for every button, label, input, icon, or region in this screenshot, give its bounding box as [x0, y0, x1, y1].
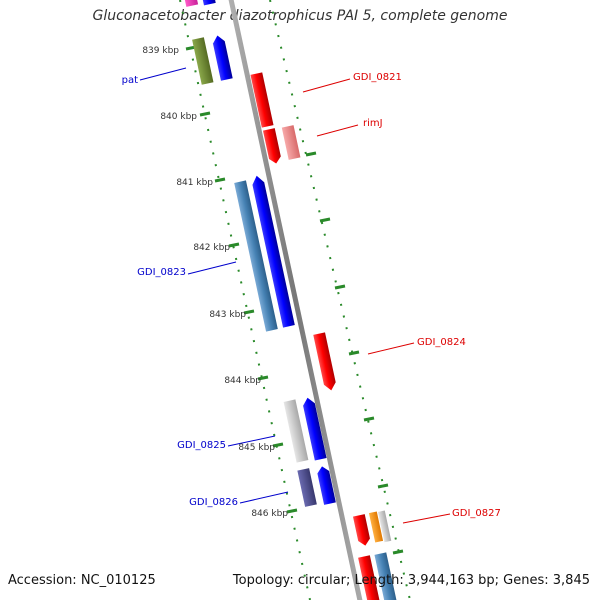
gene-rimJ-red: [262, 128, 281, 164]
scale-label: 839 kbp: [142, 46, 179, 56]
scale-label: 844 kbp: [224, 376, 261, 386]
gene-GDI_0824: [313, 332, 336, 391]
major-ticks: [185, 45, 404, 555]
gene-labels: pat GDI_0821 rimJ GDI_0823 GDI_0824 GDI_…: [122, 72, 501, 519]
partial-gene-top-blue: [201, 0, 216, 6]
gene-label-leaders: [139, 67, 451, 524]
genome-title: Gluconacetobacter diazotrophicus PAI 5, …: [92, 8, 508, 24]
gene-GDI_0823: [252, 175, 295, 328]
scale-labels: 839 kbp 840 kbp 841 kbp 842 kbp 843 kbp …: [142, 46, 288, 519]
gene-GDI_0823-gray: [234, 180, 278, 332]
gene-orange: [368, 511, 384, 543]
gene-label-GDI_0824: GDI_0824: [417, 337, 466, 348]
gene-label-GDI_0823: GDI_0823: [137, 267, 186, 278]
gene-label-rimJ: rimJ: [363, 118, 383, 129]
gene-light-gray: [377, 510, 392, 543]
partial-gene-magenta: [183, 0, 199, 7]
gene-label-GDI_0821: GDI_0821: [353, 72, 402, 83]
partial-gene-bottom-steel: [374, 552, 399, 600]
gene-GDI_0826-slate: [297, 468, 317, 507]
genome-summary-text: Topology: circular; Length: 3,944,163 bp…: [232, 573, 590, 588]
partial-gene-bottom-red: [358, 555, 383, 600]
genome-backbone: [228, 0, 363, 600]
gene-GDI_0825-gray: [283, 399, 309, 463]
gene-blue-after-pat: [212, 35, 233, 81]
gene-GDI_0827: [352, 514, 370, 546]
gene-rimJ: [281, 125, 301, 160]
gene-label-GDI_0825: GDI_0825: [177, 440, 226, 451]
scale-label: 845 kbp: [238, 443, 275, 453]
gene-label-GDI_0826: GDI_0826: [189, 497, 238, 508]
gene-label-GDI_0827: GDI_0827: [452, 508, 501, 519]
gene-label-pat: pat: [122, 75, 138, 86]
gene-GDI_0821: [250, 72, 274, 128]
gene-GDI_0826: [317, 466, 336, 505]
scale-label: 846 kbp: [251, 509, 288, 519]
scale-label: 841 kbp: [176, 178, 213, 188]
gene-GDI_0825: [303, 397, 327, 461]
scale-label: 843 kbp: [209, 310, 246, 320]
scale-label: 840 kbp: [160, 112, 197, 122]
gene-pat: [192, 37, 214, 85]
scale-label: 842 kbp: [193, 243, 230, 253]
accession-text: Accession: NC_010125: [8, 573, 156, 588]
